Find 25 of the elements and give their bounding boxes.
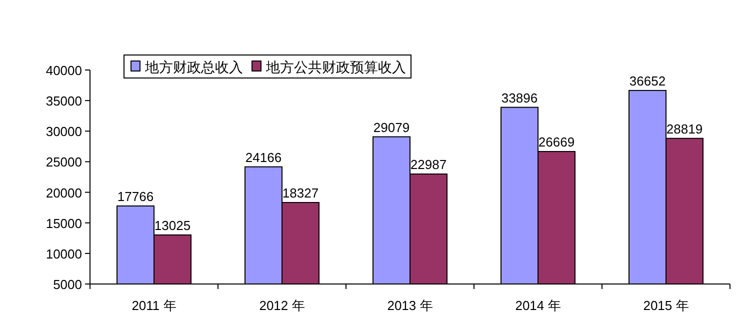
x-tick-label: 2013 年 xyxy=(387,298,433,313)
y-tick-label: 30000 xyxy=(46,124,82,140)
y-tick-label: 20000 xyxy=(46,185,82,200)
data-label: 33896 xyxy=(501,90,538,106)
data-label: 36652 xyxy=(629,73,666,88)
data-label: 22987 xyxy=(410,157,447,172)
y-tick-label: 40000 xyxy=(46,63,82,78)
data-label: 26669 xyxy=(538,134,575,150)
legend-label: 地方公共财政预算收入 xyxy=(265,59,406,75)
x-tick-label: 2015 年 xyxy=(643,298,689,313)
x-tick-label: 2014 年 xyxy=(515,298,561,313)
y-tick-label: 10000 xyxy=(46,246,82,262)
data-label: 28819 xyxy=(666,121,703,136)
data-label: 13025 xyxy=(154,218,191,233)
x-tick-label: 2011 年 xyxy=(132,298,176,313)
data-label: 24166 xyxy=(245,150,282,165)
data-label: 18327 xyxy=(282,186,319,201)
y-tick-label: 5000 xyxy=(53,277,82,292)
data-label: 29079 xyxy=(373,120,410,135)
x-tick-label: 2012 年 xyxy=(259,298,305,313)
y-tick-label: 25000 xyxy=(46,154,82,170)
y-tick-label: 35000 xyxy=(46,94,82,109)
y-tick-label: 15000 xyxy=(46,216,82,231)
data-label: 17766 xyxy=(117,188,154,204)
legend-label: 地方财政总收入 xyxy=(144,59,243,75)
